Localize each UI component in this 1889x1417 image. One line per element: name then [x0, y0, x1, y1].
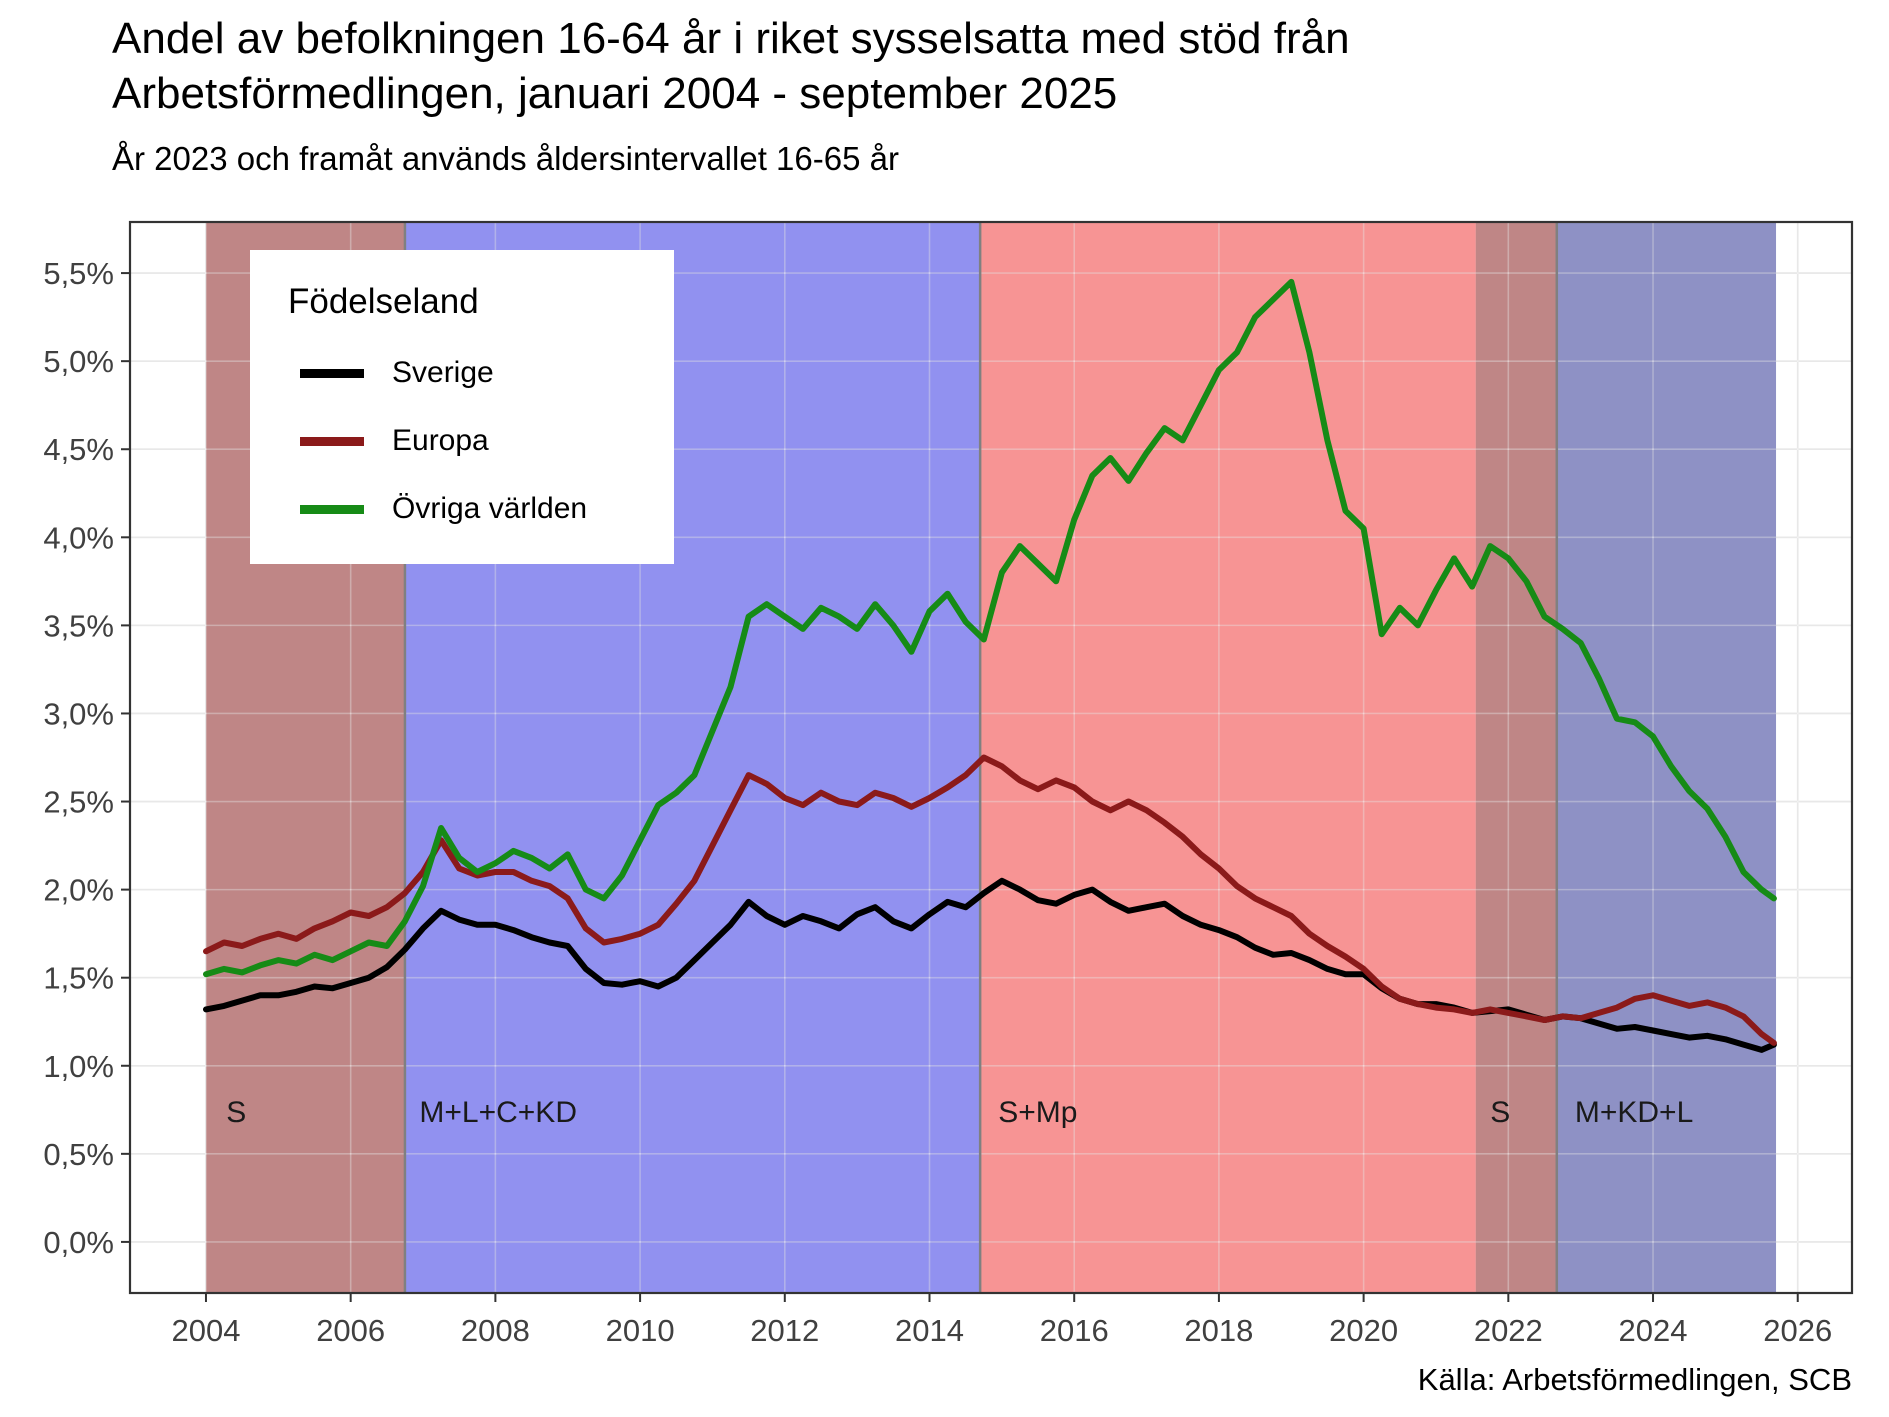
panel-border: [128, 220, 1854, 1295]
y-tick-label-8: 4,0%: [43, 520, 114, 555]
chart-title: Andel av befolkningen 16-64 år i riket s…: [112, 14, 1350, 118]
y-tick-label-3: 1,5%: [43, 961, 114, 996]
y-tick-label-5: 2,5%: [43, 785, 114, 820]
x-tick-label-2022: 2022: [1474, 1313, 1543, 1348]
period-label-s-mp-2: S+Mp: [998, 1096, 1077, 1129]
y-tick-label-6: 3,0%: [43, 696, 114, 731]
legend-label-sverige: Sverige: [392, 356, 494, 389]
period-label-m-l-c-kd-1: M+L+C+KD: [419, 1096, 577, 1129]
y-tick-label-11: 5,5%: [43, 256, 114, 291]
y-tick-label-1: 0,5%: [43, 1137, 114, 1172]
source-caption: Källa: Arbetsförmedlingen, SCB: [1417, 1362, 1852, 1397]
x-tick-label-2020: 2020: [1329, 1313, 1398, 1348]
legend-swatch-sverige: [300, 368, 364, 378]
legend-item-europa: Europa: [300, 424, 628, 458]
legend-label-ovriga-varlden: Övriga världen: [392, 492, 588, 525]
y-tick-label-10: 5,0%: [43, 344, 114, 379]
chart-subtitle: År 2023 och framåt används åldersinterva…: [112, 140, 899, 177]
x-tick-label-2012: 2012: [750, 1313, 819, 1348]
x-tick-label-2024: 2024: [1619, 1313, 1688, 1348]
y-tick-label-2: 1,0%: [43, 1049, 114, 1084]
x-tick-label-2018: 2018: [1184, 1313, 1253, 1348]
y-tick-label-4: 2,0%: [43, 873, 114, 908]
x-tick-label-2014: 2014: [895, 1313, 964, 1348]
legend-swatch-europa: [300, 436, 364, 446]
x-tick-label-2026: 2026: [1763, 1313, 1832, 1348]
period-label-m-kd-l-4: M+KD+L: [1575, 1096, 1693, 1129]
legend-item-ovriga-varlden: Övriga världen: [300, 492, 628, 526]
legend-item-sverige: Sverige: [300, 356, 628, 390]
series-line-europa: [203, 754, 1777, 1046]
x-tick-label-2006: 2006: [316, 1313, 385, 1348]
period-band-s-mp-2: [980, 222, 1476, 1293]
legend-title: Födelseland: [288, 282, 479, 321]
period-label-s-0: S: [226, 1096, 246, 1129]
period-label-s-3: S: [1490, 1096, 1510, 1129]
series-line-vriga-v-rlden: [203, 278, 1777, 978]
period-band-s-3: [1475, 222, 1557, 1293]
legend-swatch-ovriga-varlden: [300, 504, 364, 514]
y-tick-label-0: 0,0%: [43, 1225, 114, 1260]
x-tick-label-2016: 2016: [1040, 1313, 1109, 1348]
y-tick-label-7: 3,5%: [43, 608, 114, 643]
x-tick-label-2008: 2008: [461, 1313, 530, 1348]
x-tick-label-2004: 2004: [171, 1313, 240, 1348]
y-tick-label-9: 4,5%: [43, 432, 114, 467]
legend: Födelseland Sverige Europa Övriga världe…: [250, 250, 674, 564]
legend-label-europa: Europa: [392, 424, 489, 457]
x-tick-label-2010: 2010: [606, 1313, 675, 1348]
